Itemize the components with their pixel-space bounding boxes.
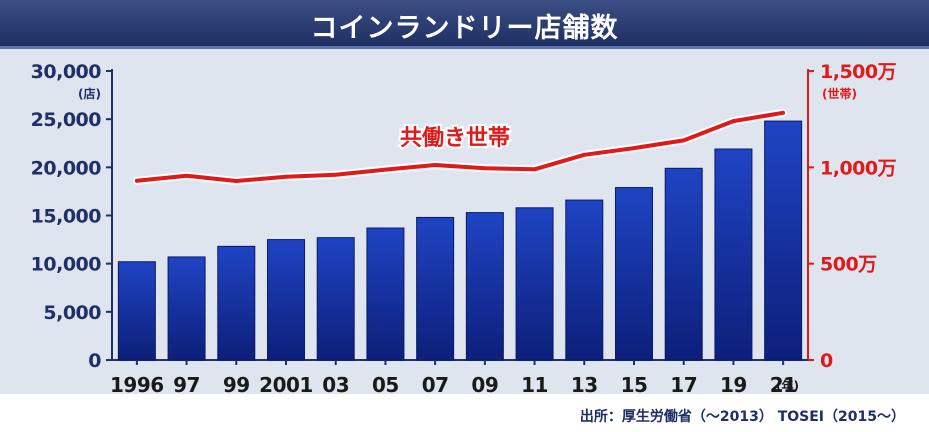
bar-store-count	[267, 239, 305, 361]
x-tick-label: 97	[173, 373, 200, 397]
left-tick-label: 25,000	[31, 109, 102, 131]
right-tick-label: 1,500万	[820, 61, 897, 83]
source-note: 出所：厚生労働省（〜2013） TOSEI（2015〜）	[579, 409, 905, 425]
bar-store-count	[416, 216, 455, 361]
bar-store-count	[217, 245, 256, 361]
left-tick-label: 30,000	[31, 61, 102, 83]
right-tick-label: 500万	[820, 254, 877, 276]
bar-store-count	[366, 227, 405, 361]
bar-store-count	[565, 199, 604, 361]
bar-store-count	[615, 187, 653, 361]
left-tick-label: 15,000	[31, 206, 102, 228]
bar-store-count	[515, 207, 554, 361]
left-axis-unit: (店)	[78, 86, 101, 101]
x-tick-label: 05	[372, 373, 399, 397]
x-tick-label: 09	[471, 373, 498, 397]
bar-store-count	[714, 148, 753, 361]
x-tick-label: 17	[670, 373, 697, 397]
right-axis-unit: (世帯)	[822, 86, 857, 101]
x-tick-label: 1996	[110, 373, 164, 397]
line-dual-income-households	[134, 110, 786, 183]
left-tick-label: 0	[88, 350, 101, 372]
bar-store-count	[167, 256, 206, 361]
right-tick-label: 1,000万	[820, 157, 897, 179]
x-tick-label: 99	[223, 373, 250, 397]
right-tick-label: 0	[820, 350, 833, 372]
x-tick-label: 15	[621, 373, 648, 397]
source-band: 出所：厚生労働省（〜2013） TOSEI（2015〜）	[0, 394, 929, 432]
left-tick-label: 20,000	[31, 157, 102, 179]
left-tick-label: 10,000	[31, 254, 102, 276]
x-axis-unit: (年)	[776, 378, 799, 393]
x-tick-label: 2001	[259, 373, 313, 397]
x-tick-label: 07	[422, 373, 449, 397]
x-tick-label: 03	[322, 373, 349, 397]
bar-store-count	[664, 167, 703, 361]
bar-store-count	[465, 212, 504, 361]
x-tick-label: 21	[770, 373, 797, 397]
title-band: コインランドリー店舗数	[0, 0, 929, 49]
bar-store-count	[117, 261, 156, 361]
chart-title: コインランドリー店舗数	[310, 13, 619, 44]
line-annotation-label: 共働き世帯	[400, 125, 510, 151]
bar-store-count	[764, 120, 803, 361]
x-tick-label: 11	[521, 373, 548, 397]
x-tick-label: 13	[571, 373, 598, 397]
bar-store-count	[316, 237, 355, 361]
left-tick-label: 5,000	[43, 302, 101, 324]
x-tick-label: 19	[720, 373, 747, 397]
